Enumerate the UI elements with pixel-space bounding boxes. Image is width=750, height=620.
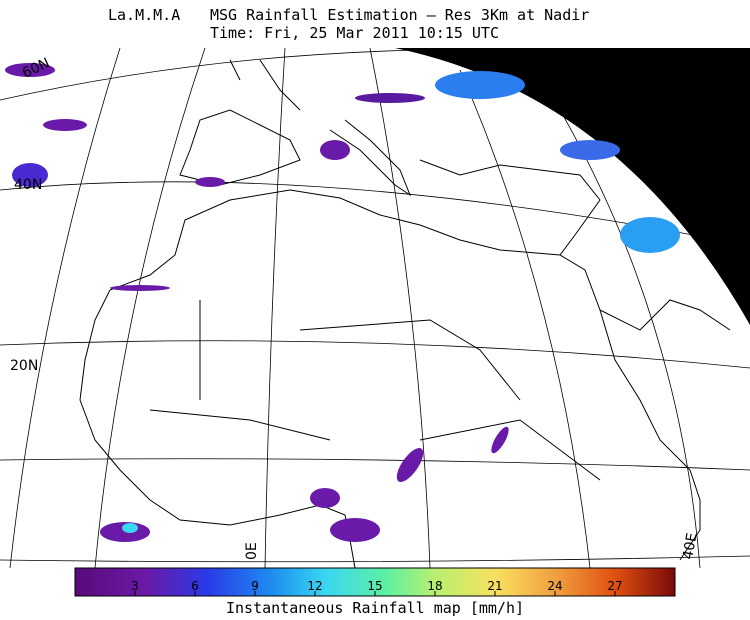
rain	[310, 488, 340, 508]
graticule	[0, 47, 750, 569]
rain	[43, 119, 87, 131]
lon-line	[9, 47, 121, 569]
lat-line	[0, 458, 750, 471]
colorbar-tick-label: 15	[367, 579, 382, 593]
lat-line	[0, 49, 421, 101]
europe-coast	[229, 59, 301, 111]
org-name: La.M.M.A	[108, 6, 180, 24]
borders	[149, 300, 601, 481]
rain	[396, 447, 424, 483]
colorbar: Instantaneous Rainfall map [mm/h] 3 6 9 12 1…	[74, 567, 676, 617]
colorbar-tick-label: 18	[427, 579, 442, 593]
rain	[110, 285, 170, 291]
lon-label: 0E	[244, 542, 260, 560]
colorbar-tick-label: 21	[487, 579, 502, 593]
map-time: Time: Fri, 25 Mar 2011 10:15 UTC	[210, 24, 499, 42]
lon-label: 40E	[680, 532, 700, 561]
rain	[330, 518, 380, 542]
africa-coast	[79, 189, 701, 569]
colorbar-tick-label: 27	[607, 579, 622, 593]
rain	[560, 140, 620, 160]
rain	[195, 177, 225, 187]
rain	[435, 71, 525, 99]
lon-line	[559, 109, 701, 569]
colorbar-label: Instantaneous Rainfall map [mm/h]	[226, 599, 524, 617]
rain	[12, 163, 48, 187]
lat-line	[0, 340, 750, 369]
space	[395, 48, 750, 325]
rain	[320, 140, 350, 160]
arabia-coast	[599, 299, 731, 331]
colorbar-tick-label: 6	[191, 579, 199, 593]
colorbar-tick-label: 9	[251, 579, 259, 593]
lon-line	[94, 47, 206, 569]
lon-line	[264, 47, 286, 569]
lat-label: 40N	[14, 177, 42, 193]
colorbar-tick-label: 12	[307, 579, 322, 593]
map-title: MSG Rainfall Estimation — Res 3Km at Nad…	[210, 6, 589, 24]
coastlines	[79, 59, 731, 569]
map: 60N 40N 20N 0E 40E	[0, 47, 750, 569]
colorbar-tick-label: 24	[547, 579, 562, 593]
rain	[491, 426, 509, 454]
rain	[355, 93, 425, 103]
iberia-coast	[179, 109, 301, 186]
lat-label: 20N	[10, 358, 38, 374]
colorbar-tick-label: 3	[131, 579, 139, 593]
rain-patches	[5, 63, 680, 542]
rain	[620, 217, 680, 253]
lat-line	[0, 555, 750, 563]
rain	[122, 523, 138, 533]
italy-coast	[329, 119, 412, 197]
rain	[5, 63, 55, 77]
lon-line	[459, 69, 591, 569]
east-med-coast	[419, 159, 601, 256]
lat-line	[0, 181, 721, 241]
lon-line	[369, 47, 431, 569]
